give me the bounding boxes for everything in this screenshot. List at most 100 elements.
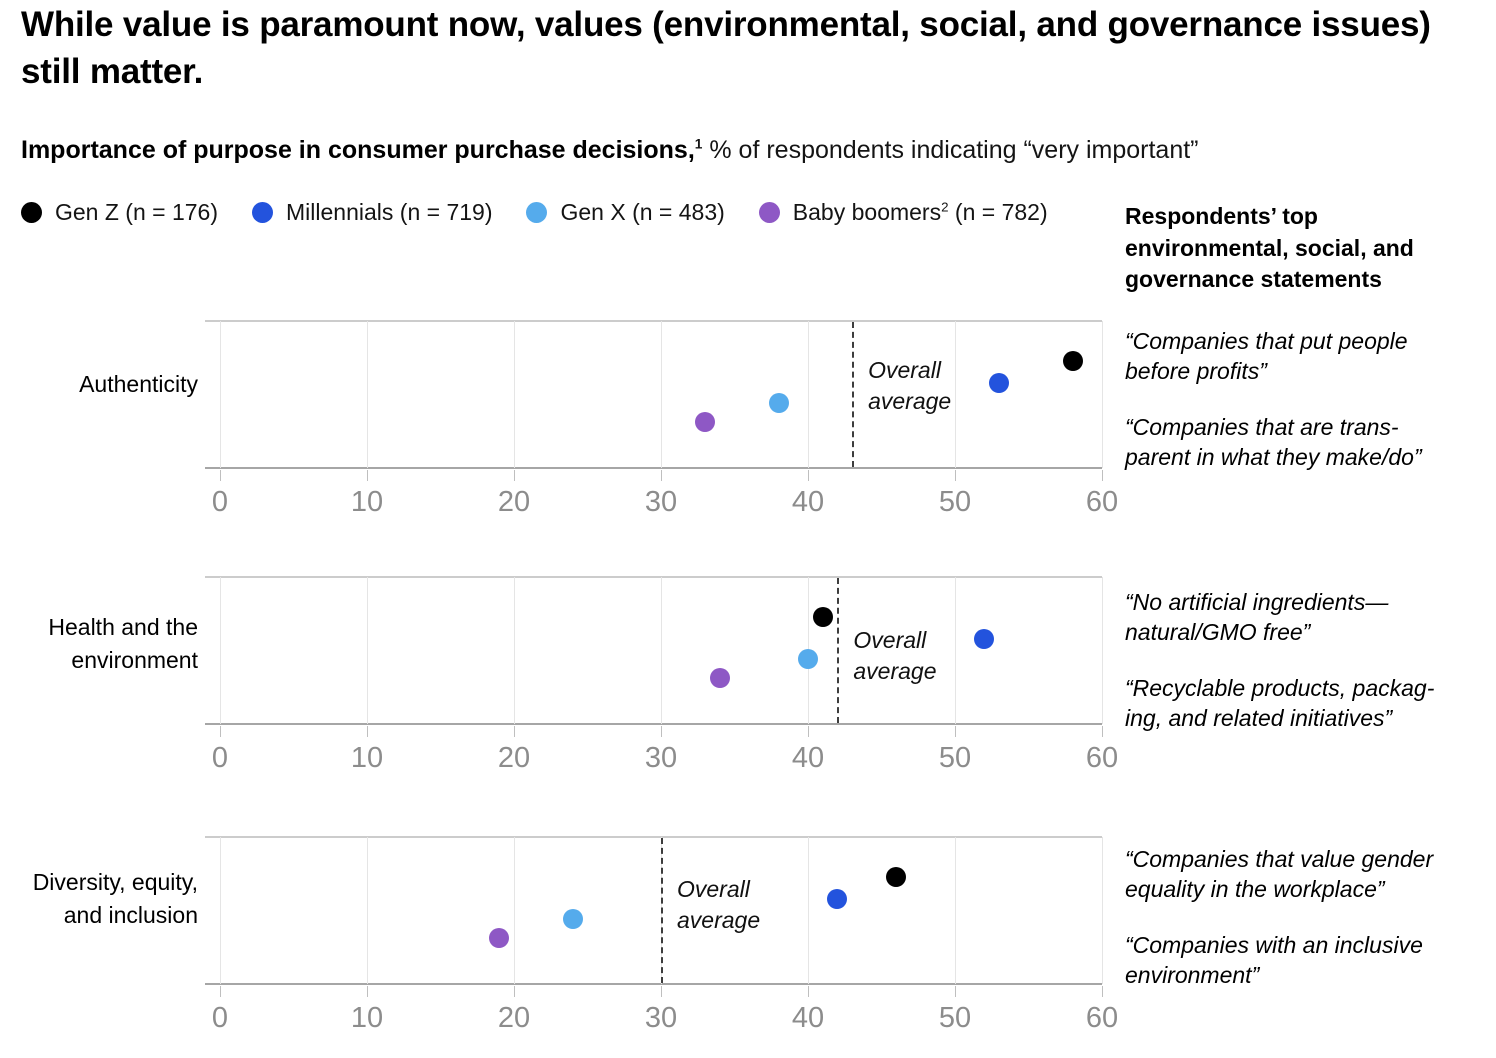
gridline [514,837,515,984]
x-tick-label: 20 [497,1002,531,1034]
gen-x-dot-icon [526,202,548,223]
axis-tick [955,986,956,997]
axis-tick [1102,986,1103,997]
esg-statements-dei: “Companies that value gender equality in… [1125,845,1493,1018]
axis-tick [808,986,809,997]
category-label-dei: Diversity, equity, and inclusion [32,869,198,928]
x-tick-label: 50 [938,1002,972,1034]
overall-average-line [852,322,855,467]
x-tick-label: 0 [211,1002,229,1034]
axis-tick [220,726,221,737]
axis-tick [661,726,662,737]
overall-average-line [837,578,840,723]
data-point-baby-boomers [709,668,730,689]
quote: “No artificial ingredients— natural/GMO … [1125,589,1389,645]
legend-item-millennials: Millennials (n = 719) [252,199,492,226]
right-panel-header: Respondents’ top environmental, social, … [1125,203,1414,292]
gridline [955,321,956,468]
esg-statements-authenticity: “Companies that put people before profit… [1125,327,1493,500]
axis-tick [661,470,662,481]
category-label-authenticity: Authenticity [79,371,198,397]
x-tick-label: 40 [791,742,825,774]
baby-boomers-dot-icon [758,202,780,223]
gridline [220,837,221,984]
data-point-gen-x [798,648,818,669]
plot-top-border [205,576,1102,578]
data-point-millennials [989,372,1010,393]
plot-health: Overall average 0 10 20 30 40 50 60 [205,576,1118,774]
legend-item-gen-x: Gen X (n = 483) [526,199,725,226]
axis-tick [367,726,368,737]
gridline [661,577,662,724]
gridline [1102,321,1103,468]
axis-tick [367,986,368,997]
x-tick-label: 40 [791,486,825,518]
gridline [220,321,221,468]
plot-top-border [205,320,1102,322]
x-tick-label: 10 [350,742,384,774]
legend-label: Millennials (n = 719) [286,199,493,225]
gridline [367,577,368,724]
gridline [514,577,515,724]
gridline [514,321,515,468]
esg-statements-health: “No artificial ingredients— natural/GMO … [1125,588,1493,761]
x-tick-label: 30 [644,742,678,774]
x-tick-label: 50 [938,486,972,518]
x-tick-label: 60 [1085,486,1119,518]
axis-tick [220,986,221,997]
x-tick-label: 10 [350,1002,384,1034]
legend: Gen Z (n = 176) Millennials (n = 719) Ge… [21,199,1048,226]
x-axis-line [205,723,1102,725]
axis-tick [1102,470,1103,481]
legend-label: Gen X (n = 483) [560,199,725,225]
x-tick-label: 0 [211,742,229,774]
gridline [661,321,662,468]
gridline [1102,837,1103,984]
millennials-dot-icon [252,202,274,223]
legend-label: Baby boomers2 (n = 782) [792,199,1048,225]
quote: “Companies with an inclusive environment… [1125,932,1423,988]
x-tick-label: 20 [497,486,531,518]
x-tick-label: 60 [1085,1002,1119,1034]
gridline [220,577,221,724]
data-point-gen-z [812,606,833,627]
data-point-baby-boomers [489,928,510,949]
data-point-millennials [827,888,848,909]
x-tick-label: 20 [497,742,531,774]
legend-item-baby-boomers: Baby boomers2 (n = 782) [758,199,1048,226]
data-point-gen-x [768,392,789,413]
x-tick-label: 50 [938,742,972,774]
x-tick-label: 10 [350,486,384,518]
axis-tick [808,470,809,481]
axis-tick [514,986,515,997]
axis-tick [661,986,662,997]
axis-tick [955,470,956,481]
quote: “Companies that are trans- parent in wha… [1125,414,1422,470]
category-label-health: Health and the environment [48,614,198,673]
data-point-gen-x [562,908,583,929]
data-point-baby-boomers [695,412,716,433]
gridline [367,321,368,468]
legend-label: Gen Z (n = 176) [55,199,219,225]
x-tick-label: 30 [644,1002,678,1034]
gridline [367,837,368,984]
overall-average-label: Overall average [853,627,937,684]
x-tick-label: 40 [791,1002,825,1034]
subtitle-regular: % of respondents indicating “very import… [702,136,1199,164]
quote: “Companies that value gender equality in… [1125,846,1434,902]
overall-average-label: Overall average [868,357,952,414]
plot-dei: Overall average 0 10 20 30 40 50 60 [205,836,1118,1034]
axis-tick [808,726,809,737]
x-axis-line [205,983,1102,985]
page-title: While value is paramount now, values (en… [21,5,1431,91]
gridline [955,837,956,984]
overall-average-label: Overall average [677,876,761,933]
gen-z-dot-icon [21,202,42,223]
quote: “Companies that put people before profit… [1125,328,1408,384]
x-tick-label: 0 [211,486,229,518]
axis-tick [367,470,368,481]
plot-top-border [205,836,1102,838]
x-tick-label: 60 [1085,742,1119,774]
quote: “Recyclable products, packag- ing, and r… [1125,675,1435,731]
plot-authenticity: Overall average 0 10 20 30 40 50 60 [205,320,1118,518]
